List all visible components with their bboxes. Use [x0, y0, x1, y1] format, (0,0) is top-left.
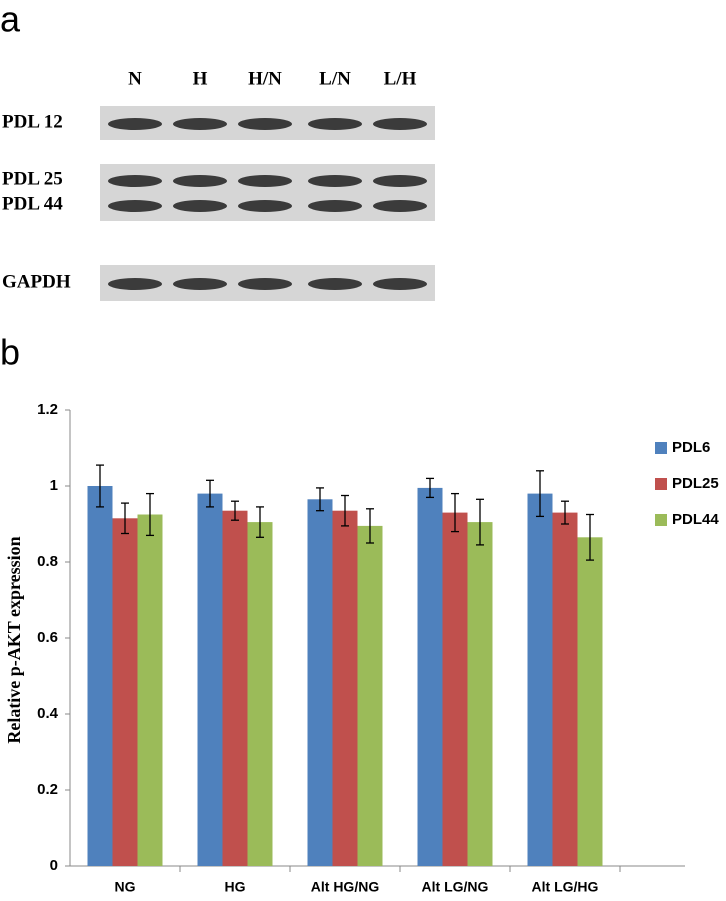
bar — [137, 514, 163, 866]
x-tick-label: NG — [115, 879, 136, 895]
lane-label: L/N — [319, 68, 351, 89]
bar — [332, 510, 358, 866]
legend-label: PDL25 — [672, 475, 719, 492]
y-tick-label: 1.2 — [37, 401, 58, 418]
x-tick-label: Alt LG/HG — [532, 879, 599, 895]
bar — [307, 499, 333, 866]
row-label: GAPDH — [2, 271, 71, 292]
band — [308, 175, 362, 187]
error-bar — [341, 494, 349, 527]
band — [238, 175, 292, 187]
band — [173, 278, 227, 290]
y-tick-label: 0 — [50, 857, 58, 874]
row-label: PDL 12 — [2, 111, 63, 132]
lane-label: L/H — [384, 68, 417, 89]
bar — [417, 487, 443, 866]
band — [108, 118, 162, 130]
bar — [552, 512, 578, 866]
band — [108, 278, 162, 290]
band — [173, 200, 227, 212]
bar — [197, 493, 223, 866]
legend-swatch — [655, 514, 667, 526]
bar — [467, 522, 493, 866]
band — [173, 118, 227, 130]
bar — [527, 493, 553, 866]
error-bar — [121, 502, 129, 535]
band — [173, 175, 227, 187]
error-bar — [561, 500, 569, 525]
error-bar — [451, 492, 459, 533]
band — [108, 175, 162, 187]
panel-label: a — [0, 0, 21, 40]
bar — [577, 537, 603, 866]
band — [373, 278, 427, 290]
band — [308, 278, 362, 290]
y-tick-label: 1 — [50, 477, 58, 494]
error-bar — [586, 513, 594, 561]
row-label: PDL 25 — [2, 168, 63, 189]
legend-swatch — [655, 478, 667, 490]
lane-label: H/N — [248, 68, 282, 89]
band — [238, 200, 292, 212]
band — [373, 175, 427, 187]
error-bar — [316, 487, 324, 512]
error-bar — [256, 506, 264, 538]
band — [238, 278, 292, 290]
error-bar — [426, 477, 434, 499]
error-bar — [536, 470, 544, 518]
x-tick-label: HG — [225, 879, 246, 895]
lane-label: N — [128, 68, 142, 89]
band — [373, 118, 427, 130]
y-tick-label: 0.2 — [37, 781, 58, 798]
band — [308, 118, 362, 130]
band — [108, 200, 162, 212]
x-tick-label: Alt HG/NG — [311, 879, 380, 895]
bar — [247, 522, 273, 866]
y-tick-label: 0.8 — [37, 553, 58, 570]
legend-label: PDL44 — [672, 511, 719, 528]
bar — [87, 486, 113, 866]
y-tick-label: 0.6 — [37, 629, 58, 646]
lane-label: H — [193, 68, 208, 89]
error-bar — [96, 464, 104, 508]
x-tick-label: Alt LG/NG — [422, 879, 489, 895]
y-tick-label: 0.4 — [37, 705, 59, 722]
error-bar — [476, 498, 484, 546]
bar — [442, 512, 468, 866]
error-bar — [231, 500, 239, 521]
band — [238, 118, 292, 130]
panel-label: b — [0, 332, 20, 373]
legend-label: PDL6 — [672, 439, 710, 456]
error-bar — [366, 508, 374, 544]
error-bar — [146, 492, 154, 537]
band — [373, 200, 427, 212]
row-label: PDL 44 — [2, 193, 63, 214]
bar — [222, 510, 248, 866]
legend-swatch — [655, 442, 667, 454]
y-axis-label: Relative p-AKT expression — [4, 536, 24, 743]
bar — [357, 525, 383, 866]
band — [308, 200, 362, 212]
bar — [112, 518, 138, 866]
western-blot: N H H/N L/N L/H PDL 12 PDL 25 PDL 44 GAPDH — [2, 68, 435, 301]
error-bar — [206, 479, 214, 508]
